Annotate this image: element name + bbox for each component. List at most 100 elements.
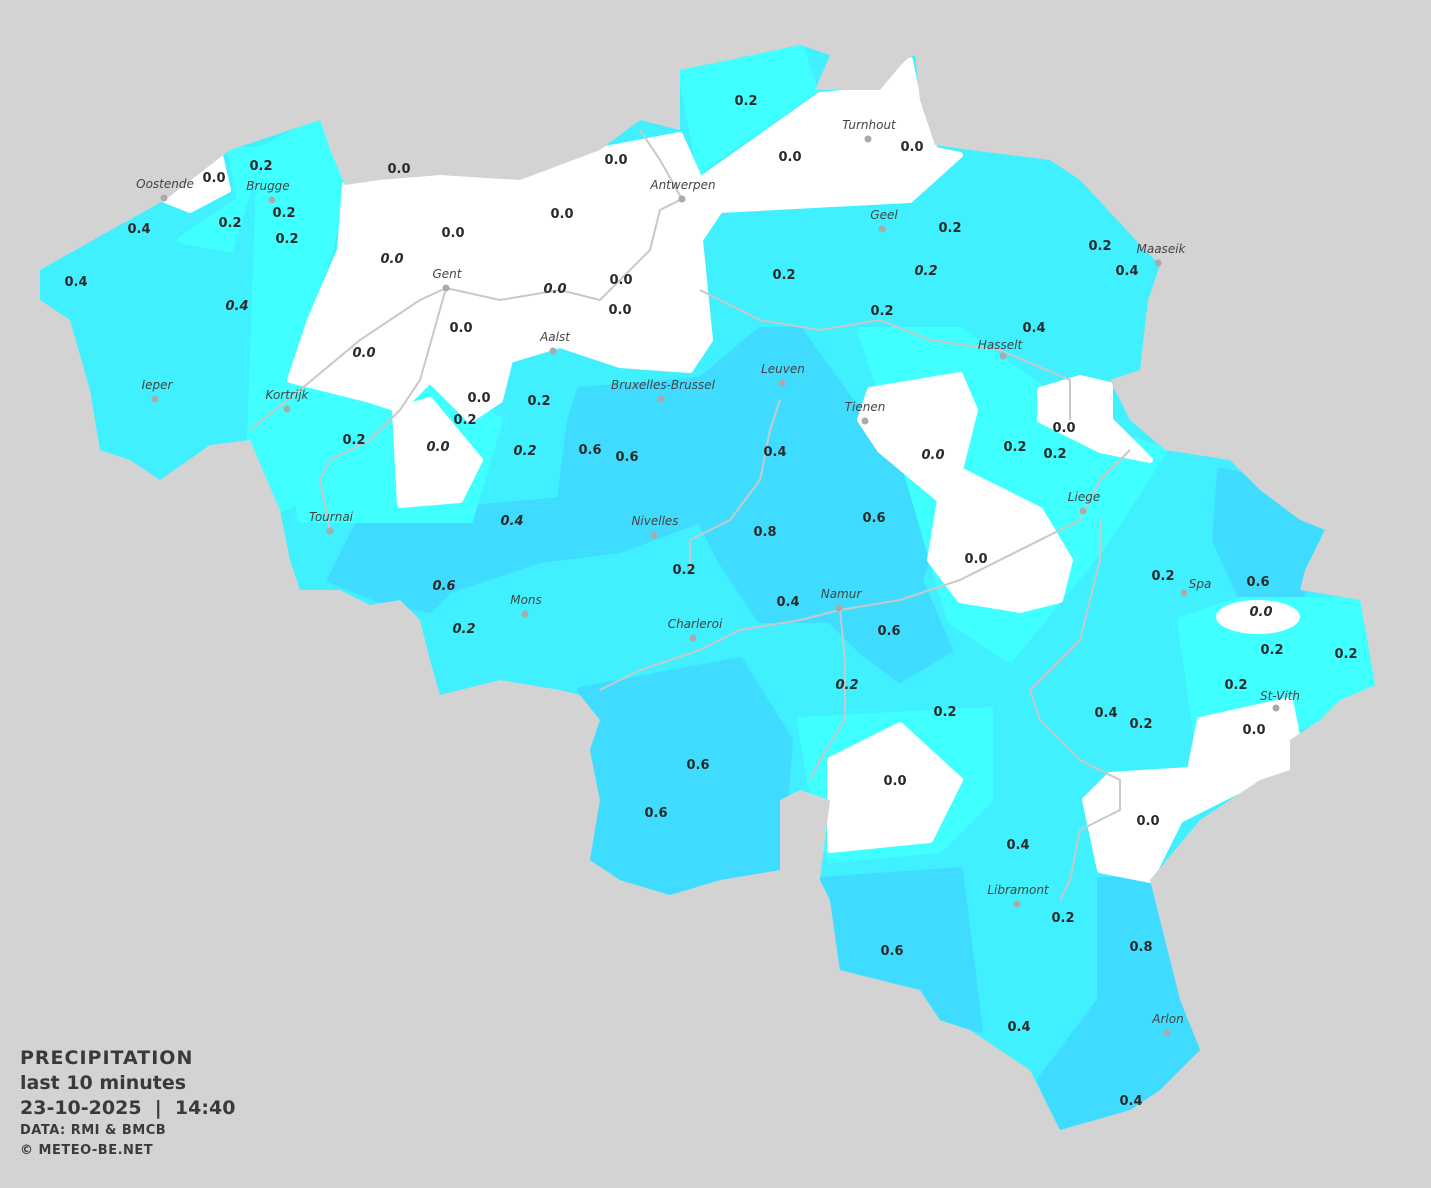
zone-none [1037, 375, 1153, 463]
station-value: 0.4 [776, 595, 799, 610]
station-value: 0.0 [352, 346, 375, 361]
legend-title: PRECIPITATION [20, 1047, 194, 1069]
city-label: Liege [1068, 490, 1100, 504]
city-label: Spa [1189, 577, 1212, 591]
city-label: Nivelles [631, 514, 678, 528]
station-value: 0.4 [1022, 321, 1045, 336]
station-value: 0.2 [275, 232, 298, 247]
station-value: 0.4 [1006, 838, 1029, 853]
city-dot [657, 395, 665, 403]
station-value: 0.0 [1249, 605, 1272, 620]
station-value: 0.0 [426, 440, 449, 455]
city-dot [861, 417, 869, 425]
river [809, 609, 846, 781]
station-value: 0.2 [1088, 239, 1111, 254]
station-value: 0.0 [964, 552, 987, 567]
city-label: Tournai [309, 510, 354, 524]
station-value: 0.2 [272, 206, 295, 221]
river [1028, 520, 1121, 901]
city-dot [1272, 704, 1280, 712]
city-label: Aalst [539, 330, 571, 344]
legend: PRECIPITATION last 10 minutes 23-10-2025… [20, 1046, 235, 1161]
zone-dark [577, 657, 793, 898]
city-dot [678, 195, 686, 203]
station-value: 0.4 [763, 445, 786, 460]
station-value: 0.0 [543, 282, 566, 297]
station-value: 0.2 [1003, 440, 1026, 455]
station-value: 0.2 [527, 394, 550, 409]
station-value: 0.0 [202, 171, 225, 186]
station-value: 0.6 [432, 579, 455, 594]
city-label: Leuven [761, 362, 805, 376]
station-value: 0.2 [1260, 643, 1283, 658]
station-values: 0.2 0.0 0.0 0.0 0.0 0.0 0.2 0.2 0.2 0.2 0.4 0.4 0.4 0… [64, 94, 1357, 1109]
station-value: 0.2 [218, 216, 241, 231]
station-value: 0.4 [64, 275, 87, 290]
station-value: 0.6 [877, 624, 900, 639]
station-value: 0.2 [513, 444, 536, 459]
city-dot [1154, 259, 1162, 267]
station-value: 0.6 [686, 758, 709, 773]
station-value: 0.8 [1129, 940, 1152, 955]
city-label: Kortrijk [266, 388, 310, 402]
city-label: St-Vith [1260, 689, 1300, 703]
station-value: 0.2 [342, 433, 365, 448]
city-label: Ieper [142, 378, 174, 392]
city-label: Geel [870, 208, 898, 222]
station-value: 0.6 [578, 443, 601, 458]
city-dot [326, 527, 334, 535]
city-dot [1163, 1029, 1171, 1037]
city-dot [1013, 900, 1021, 908]
zone-none [827, 722, 963, 853]
city-label: Turnhout [842, 118, 897, 132]
station-value: 0.2 [249, 159, 272, 174]
river [318, 287, 447, 532]
river [689, 399, 781, 570]
station-value: 0.0 [550, 207, 573, 222]
zone-dark [817, 867, 983, 1033]
city-label: Namur [821, 587, 863, 601]
station-value: 0.0 [380, 252, 403, 267]
station-value: 0.2 [452, 622, 475, 637]
station-value: 0.4 [127, 222, 150, 237]
city-label: Mons [510, 593, 542, 607]
city-label: Antwerpen [649, 178, 715, 192]
station-value: 0.6 [1246, 575, 1269, 590]
zone-none [1216, 600, 1300, 634]
station-value: 0.2 [1043, 447, 1066, 462]
station-value: 0.2 [933, 705, 956, 720]
station-value: 0.2 [1151, 569, 1174, 584]
city-dot [151, 395, 159, 403]
city-label: Charleroi [668, 617, 723, 631]
station-value: 0.2 [914, 264, 937, 279]
city-dot [878, 225, 886, 233]
cities: Oostende Brugge Turnhout Antwerpen Geel Maase… [136, 118, 1300, 1037]
legend-period: last 10 minutes [20, 1072, 187, 1094]
river [699, 289, 1071, 420]
station-value: 0.0 [604, 153, 627, 168]
station-value: 0.2 [870, 304, 893, 319]
station-value: 0.2 [1224, 678, 1247, 693]
city-label: Gent [433, 267, 463, 281]
station-value: 0.0 [1242, 723, 1265, 738]
station-value: 0.0 [387, 162, 410, 177]
station-value: 0.0 [441, 226, 464, 241]
city-dot [864, 135, 872, 143]
city-dot [999, 352, 1007, 360]
station-value: 0.4 [1115, 264, 1138, 279]
station-value: 0.0 [883, 774, 906, 789]
zone-none [392, 397, 483, 508]
zone-none [287, 57, 963, 423]
station-value: 0.2 [734, 94, 757, 109]
station-value: 0.0 [900, 140, 923, 155]
station-value: 0.2 [938, 221, 961, 236]
legend-source: DATA: RMI & BMCB [20, 1123, 167, 1138]
city-dot [549, 347, 557, 355]
city-dot [283, 405, 291, 413]
city-dot [689, 634, 697, 642]
city-label: Arlon [1151, 1012, 1183, 1026]
station-value: 0.0 [608, 303, 631, 318]
station-value: 0.0 [609, 273, 632, 288]
